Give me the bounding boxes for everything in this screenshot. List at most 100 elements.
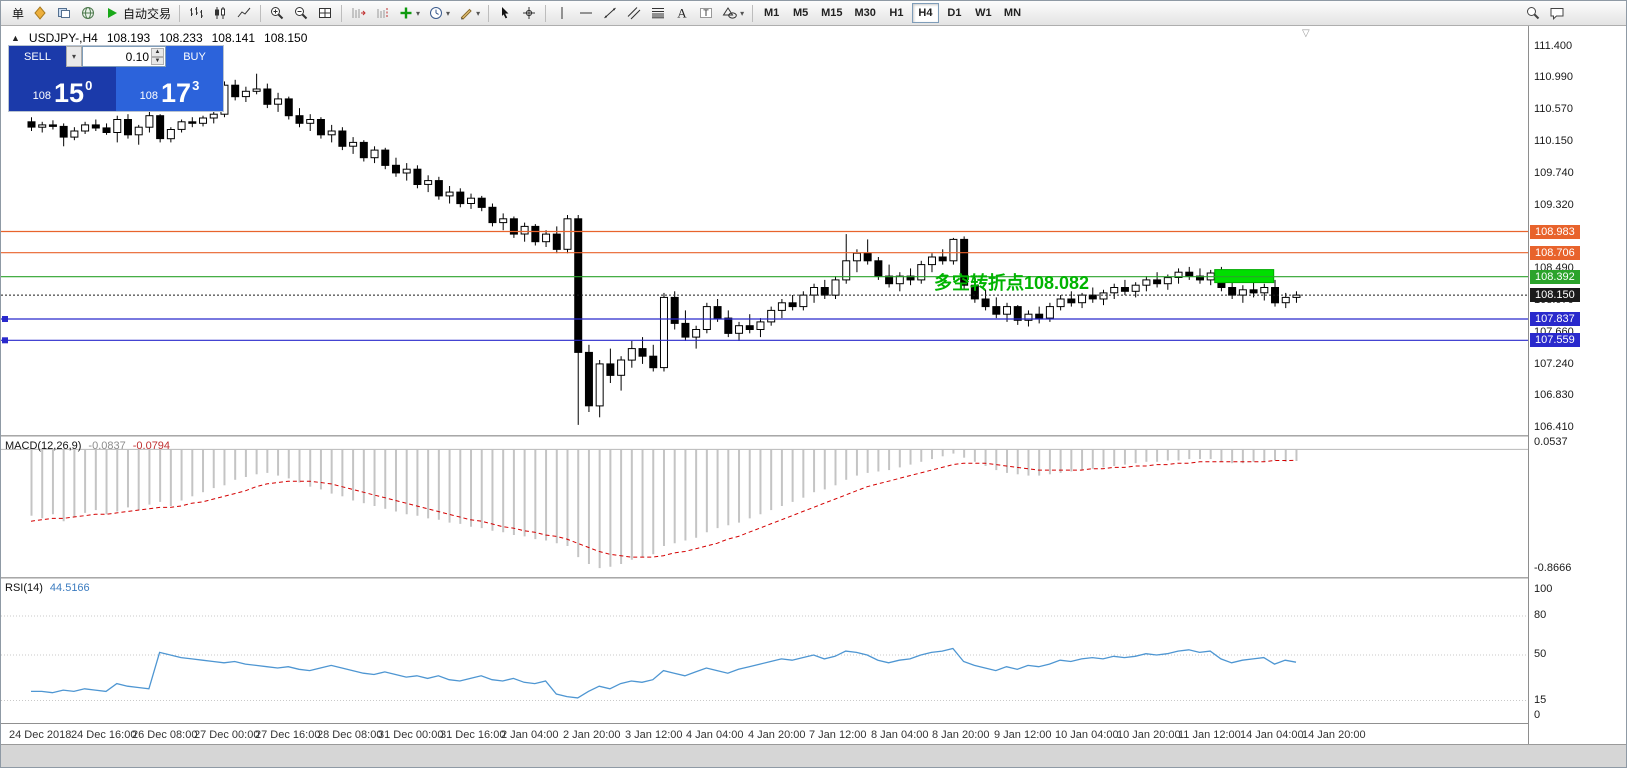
time-axis-label: 11 Jan 12:00 bbox=[1178, 729, 1241, 741]
profiles-button[interactable] bbox=[53, 2, 75, 24]
zoom-in-button[interactable] bbox=[266, 2, 288, 24]
panel-separator[interactable] bbox=[1, 577, 1626, 579]
rsi-scale-label: 50 bbox=[1534, 648, 1547, 660]
price-scale-label: 109.740 bbox=[1534, 167, 1574, 179]
panel-separator bbox=[1, 723, 1626, 724]
timeframe-m5-button[interactable]: M5 bbox=[792, 7, 809, 19]
time-axis[interactable]: 24 Dec 2018 24 Dec 16:00 26 Dec 08:00 27 De… bbox=[1, 724, 1528, 744]
arrows-button[interactable]: ▾ bbox=[719, 2, 747, 24]
symbol-info: ▲ USDJPY-,H4 108.193 108.233 108.141 108… bbox=[11, 31, 307, 45]
timeframe-m15-button[interactable]: M15 bbox=[821, 7, 843, 19]
price-chart[interactable] bbox=[1, 26, 1528, 436]
time-axis-label: 10 Jan 20:00 bbox=[1117, 729, 1181, 741]
fibo-icon bbox=[652, 8, 665, 19]
community-button[interactable] bbox=[77, 2, 99, 24]
sell-label-button[interactable]: SELL bbox=[9, 46, 66, 67]
templates-button[interactable]: ▾ bbox=[455, 2, 483, 24]
time-axis-label: 8 Jan 04:00 bbox=[871, 729, 929, 741]
search-button[interactable] bbox=[1522, 2, 1544, 24]
macd-main-value: -0.0837 bbox=[88, 440, 126, 452]
macd-scale-min: -0.8666 bbox=[1534, 562, 1572, 574]
autoscroll-icon bbox=[352, 8, 366, 18]
macd-scale-max: 0.0537 bbox=[1534, 436, 1568, 448]
timeframe-d1-button[interactable]: D1 bbox=[947, 7, 962, 19]
time-axis-label: 24 Dec 2018 bbox=[9, 729, 72, 741]
time-axis-label: 2 Jan 20:00 bbox=[563, 729, 621, 741]
bar-chart-button[interactable] bbox=[185, 2, 207, 24]
time-axis-label: 3 Jan 12:00 bbox=[625, 729, 683, 741]
chat-button[interactable] bbox=[1546, 2, 1568, 24]
label-button[interactable]: T bbox=[695, 2, 717, 24]
line-handle[interactable] bbox=[2, 337, 8, 344]
rsi-panel-chart[interactable] bbox=[1, 579, 1528, 723]
candlestick-chart-button[interactable] bbox=[209, 2, 231, 24]
tile-windows-button[interactable] bbox=[314, 2, 336, 24]
pencil-icon bbox=[460, 8, 472, 20]
zoom-out-button[interactable] bbox=[290, 2, 312, 24]
macd-indicator-label: MACD(12,26,9) -0.0837 -0.0794 bbox=[5, 440, 170, 452]
volume-dropdown-button[interactable]: ▾ bbox=[66, 46, 82, 67]
trendline-button[interactable] bbox=[599, 2, 621, 24]
volume-input[interactable]: 0.10 ▲ ▼ bbox=[82, 46, 166, 67]
rsi-indicator-label: RSI(14) 44.5166 bbox=[5, 582, 90, 594]
chat-icon bbox=[1550, 8, 1564, 20]
rsi-scale-label: 0 bbox=[1534, 709, 1541, 721]
timeframe-h4-button[interactable]: H4 bbox=[911, 3, 939, 23]
line-handle[interactable] bbox=[2, 316, 8, 322]
pluschart-icon bbox=[400, 7, 412, 19]
periods-button[interactable]: ▾ bbox=[425, 2, 453, 24]
price-scale-label: 110.990 bbox=[1534, 71, 1573, 83]
chart-text-annotation[interactable]: 多空转折点108.082 bbox=[934, 273, 1090, 293]
toolbar-separator bbox=[341, 4, 343, 22]
cursor-button[interactable] bbox=[494, 2, 516, 24]
time-axis-label: 10 Jan 04:00 bbox=[1055, 729, 1119, 741]
macd-panel-chart[interactable] bbox=[1, 437, 1528, 577]
panel-separator[interactable] bbox=[1, 435, 1626, 437]
candles-icon bbox=[215, 7, 226, 19]
candles[interactable] bbox=[27, 73, 1301, 425]
auto-trading-button[interactable]: 自动交易 bbox=[101, 2, 174, 24]
new-order-button[interactable]: 单 bbox=[6, 2, 27, 24]
price-scale-label: 109.320 bbox=[1534, 199, 1574, 211]
timeframe-m1-button[interactable]: M1 bbox=[763, 7, 780, 19]
sell-button[interactable]: 108 15 0 bbox=[9, 67, 116, 111]
charts-button[interactable] bbox=[29, 2, 51, 24]
fibonacci-button[interactable] bbox=[647, 2, 669, 24]
volume-decrease-button[interactable]: ▼ bbox=[151, 56, 164, 65]
timeframe-mn-button[interactable]: MN bbox=[1003, 7, 1022, 19]
volume-increase-button[interactable]: ▲ bbox=[151, 48, 164, 57]
auto-scroll-button[interactable] bbox=[347, 2, 369, 24]
symbol-timeframe-label: USDJPY-,H4 bbox=[28, 31, 98, 45]
texta-icon: A bbox=[677, 6, 687, 21]
buy-button[interactable]: 108 17 3 bbox=[116, 67, 223, 111]
chart-shift-marker-icon[interactable]: ▽ bbox=[1302, 28, 1310, 39]
new-order-button-label: 单 bbox=[12, 6, 25, 21]
collapse-panel-icon[interactable]: ▲ bbox=[11, 33, 20, 43]
text-button[interactable]: A bbox=[671, 2, 693, 24]
chevron-down-icon: ▾ bbox=[740, 8, 745, 18]
timeframe-h1-button[interactable]: H1 bbox=[889, 7, 904, 19]
chart-shift-button[interactable] bbox=[371, 2, 393, 24]
timeframe-m30-button[interactable]: M30 bbox=[854, 7, 876, 19]
chevron-down-icon: ▾ bbox=[446, 8, 451, 18]
textt-icon: T bbox=[700, 8, 713, 18]
timeframe-w1-button[interactable]: W1 bbox=[975, 7, 992, 19]
volume-value: 0.10 bbox=[125, 49, 149, 64]
volume-spinner: ▲ ▼ bbox=[151, 48, 164, 65]
bars-icon bbox=[190, 7, 204, 18]
indicators-button[interactable]: ▾ bbox=[395, 2, 423, 24]
crosshair-button[interactable] bbox=[518, 2, 540, 24]
time-axis-label: 9 Jan 12:00 bbox=[994, 729, 1052, 741]
vertical-line-button[interactable] bbox=[551, 2, 573, 24]
toolbar: 单 自动交易 ▾ ▾ ▾ A T ▾ M1 M5 M15 M30 H1 H4 D1 W1 MN bbox=[1, 1, 1626, 26]
price-scale-label: 111.400 bbox=[1534, 40, 1573, 52]
diamond-icon bbox=[34, 6, 46, 20]
svg-text:T: T bbox=[703, 8, 709, 18]
line-chart-button[interactable] bbox=[233, 2, 255, 24]
buy-label-button[interactable]: BUY bbox=[166, 46, 223, 67]
one-click-trading-panel: SELL ▾ 0.10 ▲ ▼ BUY 108 15 0 108 17 3 bbox=[9, 46, 223, 111]
current-price-badge: 108.150 bbox=[1530, 288, 1580, 302]
price-scale-column[interactable]: 111.400 110.990 110.570 110.150 109.740 109.3… bbox=[1529, 26, 1626, 744]
channel-button[interactable] bbox=[623, 2, 645, 24]
horizontal-line-button[interactable] bbox=[575, 2, 597, 24]
